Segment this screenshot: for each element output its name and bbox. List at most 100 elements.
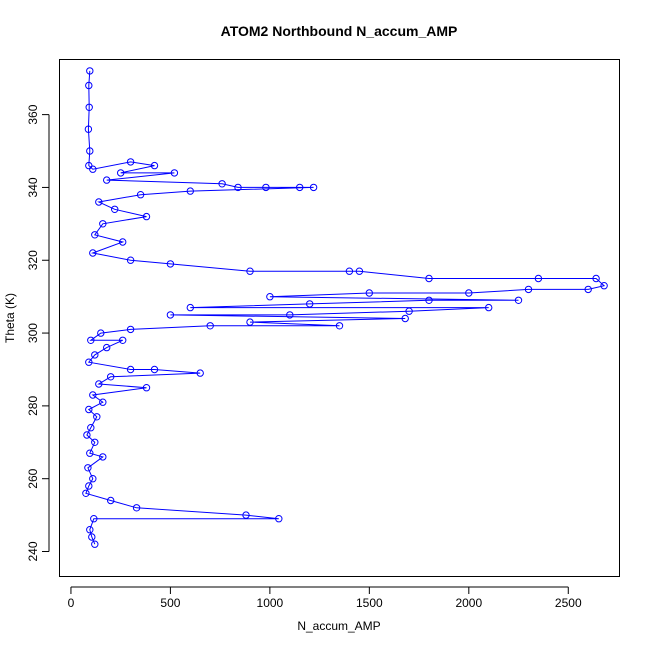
data-point — [119, 336, 127, 344]
data-layer — [82, 67, 608, 548]
data-point — [90, 515, 98, 523]
data-point — [425, 274, 433, 283]
data-point — [365, 289, 373, 297]
data-point — [84, 464, 92, 472]
series-line — [85, 70, 606, 545]
data-point — [99, 220, 107, 228]
data-point — [126, 158, 135, 166]
data-point — [126, 256, 135, 264]
data-point — [142, 384, 151, 392]
data-point — [86, 526, 94, 534]
data-point — [405, 307, 413, 315]
data-point — [86, 67, 94, 75]
x-tick-label: 2000 — [455, 596, 482, 610]
data-point — [126, 325, 135, 334]
y-tick-label: 280 — [26, 396, 40, 416]
data-point — [85, 482, 93, 490]
plot-frame — [59, 59, 620, 577]
data-point — [132, 504, 141, 512]
data-point — [85, 405, 93, 414]
data-point — [246, 318, 254, 326]
data-point — [524, 285, 533, 294]
data-point — [89, 249, 97, 257]
data-point — [206, 322, 214, 330]
data-point — [84, 125, 93, 133]
data-point — [93, 413, 101, 421]
y-axis-label: Theta (K) — [3, 293, 17, 343]
data-point — [355, 267, 364, 275]
data-point — [401, 314, 409, 323]
data-point — [88, 533, 96, 541]
y-tick-label: 300 — [26, 323, 40, 343]
data-point — [99, 398, 107, 406]
data-point — [306, 300, 314, 308]
x-axis-label: N_accum_AMP — [297, 619, 380, 633]
data-point — [465, 289, 473, 297]
data-point — [234, 183, 242, 192]
data-point — [309, 183, 318, 192]
data-point — [186, 187, 195, 195]
y-axis: 240 260 280 300 320 340 360 — [26, 104, 50, 562]
data-point — [262, 183, 270, 192]
data-point — [99, 453, 107, 461]
data-point — [87, 424, 95, 432]
x-tick-label: 1500 — [356, 596, 383, 610]
data-point — [91, 540, 99, 548]
data-point — [103, 343, 111, 352]
x-tick-label: 2500 — [555, 596, 582, 610]
y-tick-label: 360 — [26, 104, 40, 124]
data-point — [89, 391, 97, 399]
data-point — [142, 212, 151, 221]
data-point — [275, 515, 283, 523]
x-tick-label: 0 — [68, 596, 75, 610]
data-point — [95, 380, 103, 388]
data-point — [119, 238, 127, 246]
data-point — [83, 431, 91, 439]
data-point — [85, 103, 93, 112]
data-point — [345, 267, 354, 275]
x-tick-label: 1000 — [257, 596, 284, 610]
data-point — [166, 260, 175, 268]
data-point — [286, 311, 294, 319]
data-point — [218, 180, 226, 188]
data-point — [242, 511, 250, 519]
data-point — [89, 475, 97, 483]
data-point — [592, 274, 600, 283]
data-point — [103, 176, 111, 184]
data-point — [86, 449, 94, 457]
data-point — [91, 438, 99, 446]
data-point — [150, 365, 159, 374]
data-point — [82, 489, 90, 497]
data-point — [136, 191, 145, 199]
x-tick-label: 500 — [160, 596, 180, 610]
x-axis: 0 500 1000 1500 2000 2500 — [68, 586, 582, 610]
data-point — [86, 147, 94, 155]
data-point — [186, 303, 195, 312]
data-point — [87, 336, 95, 344]
data-point — [97, 329, 105, 337]
data-point — [600, 282, 608, 290]
data-point — [335, 322, 344, 330]
data-point — [91, 231, 99, 239]
y-tick-label: 240 — [26, 541, 40, 561]
data-point — [514, 296, 523, 304]
data-point — [584, 285, 592, 294]
data-point — [534, 274, 543, 283]
data-point — [91, 351, 99, 359]
y-tick-label: 320 — [26, 250, 40, 270]
data-point — [107, 373, 115, 381]
data-point — [266, 293, 274, 301]
data-point — [485, 303, 493, 312]
data-point — [296, 183, 304, 192]
data-point — [85, 81, 93, 90]
data-point — [425, 296, 433, 304]
data-point — [166, 311, 175, 319]
data-point — [196, 369, 204, 377]
data-point — [111, 205, 119, 214]
data-point — [107, 496, 115, 505]
data-point — [85, 358, 93, 366]
data-point — [150, 161, 159, 170]
y-tick-label: 340 — [26, 177, 40, 197]
data-point — [117, 169, 125, 177]
